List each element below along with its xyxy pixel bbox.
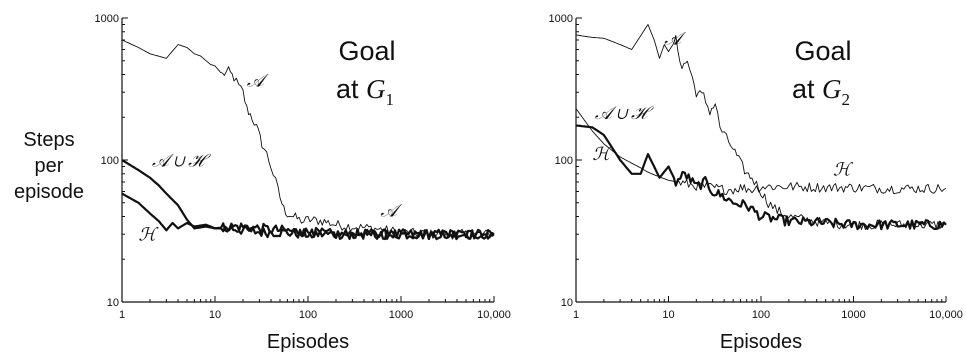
y-tick-label: 1000 [95, 13, 119, 25]
series-line-1 [575, 24, 947, 231]
series-line-3 [121, 192, 495, 241]
x-tick-label: 1000 [841, 309, 865, 321]
goal-location: at G1 [336, 74, 394, 109]
x-tick-label: 10,000 [477, 309, 511, 321]
x-tick-label: 10,000 [929, 309, 963, 321]
x-tick-label: 1 [119, 309, 125, 321]
y-axis-title: Steps per episode [14, 129, 84, 203]
x-tick-label: 100 [752, 309, 770, 321]
series-line-1 [121, 39, 495, 240]
x-tick-label: 1000 [389, 309, 413, 321]
x-axis-title: Episodes [267, 331, 349, 353]
y-tick-label: 10 [107, 297, 119, 309]
goal-subscript: 2 [842, 90, 851, 109]
goal-title: Goal [794, 36, 851, 66]
curve-label: 𝒜 ∪ ℋ [152, 150, 211, 170]
curve-label: ℋ [833, 159, 854, 179]
x-tick-label: 10 [209, 309, 221, 321]
series-line-2 [121, 159, 495, 241]
curve-label: 𝒜 ∪ ℋ [595, 103, 654, 123]
x-tick-label: 100 [299, 309, 317, 321]
series-line-3 [575, 108, 947, 195]
y-tick-label: 100 [101, 155, 119, 167]
curve-label: ℋ [592, 144, 613, 164]
goal-symbol: G [822, 74, 842, 104]
goal-subscript: 1 [386, 90, 395, 109]
x-tick-label: 10 [662, 309, 674, 321]
y-tick-label: 100 [555, 155, 573, 167]
x-axis-title: Episodes [720, 331, 802, 353]
goal-location-prefix: at [336, 74, 366, 104]
goal-location: at G2 [792, 74, 850, 109]
goal-symbol: G [366, 74, 386, 104]
series-line-2 [575, 124, 947, 231]
y-tick-label: 1000 [549, 13, 573, 25]
curve-label: ℋ [138, 225, 159, 245]
y-axis-title-line-1: Steps [23, 129, 74, 151]
y-axis-title-line-3: episode [14, 181, 84, 203]
curve-label: 𝒜 [247, 70, 269, 90]
goal-location-prefix: at [792, 74, 822, 104]
curve-label: 𝒜 [664, 29, 686, 49]
y-tick-label: 10 [561, 297, 573, 309]
y-axis-title-line-2: per [35, 155, 64, 177]
goal-title: Goal [338, 36, 395, 66]
curve-label: 𝒜 [380, 201, 402, 221]
x-tick-label: 1 [573, 309, 579, 321]
